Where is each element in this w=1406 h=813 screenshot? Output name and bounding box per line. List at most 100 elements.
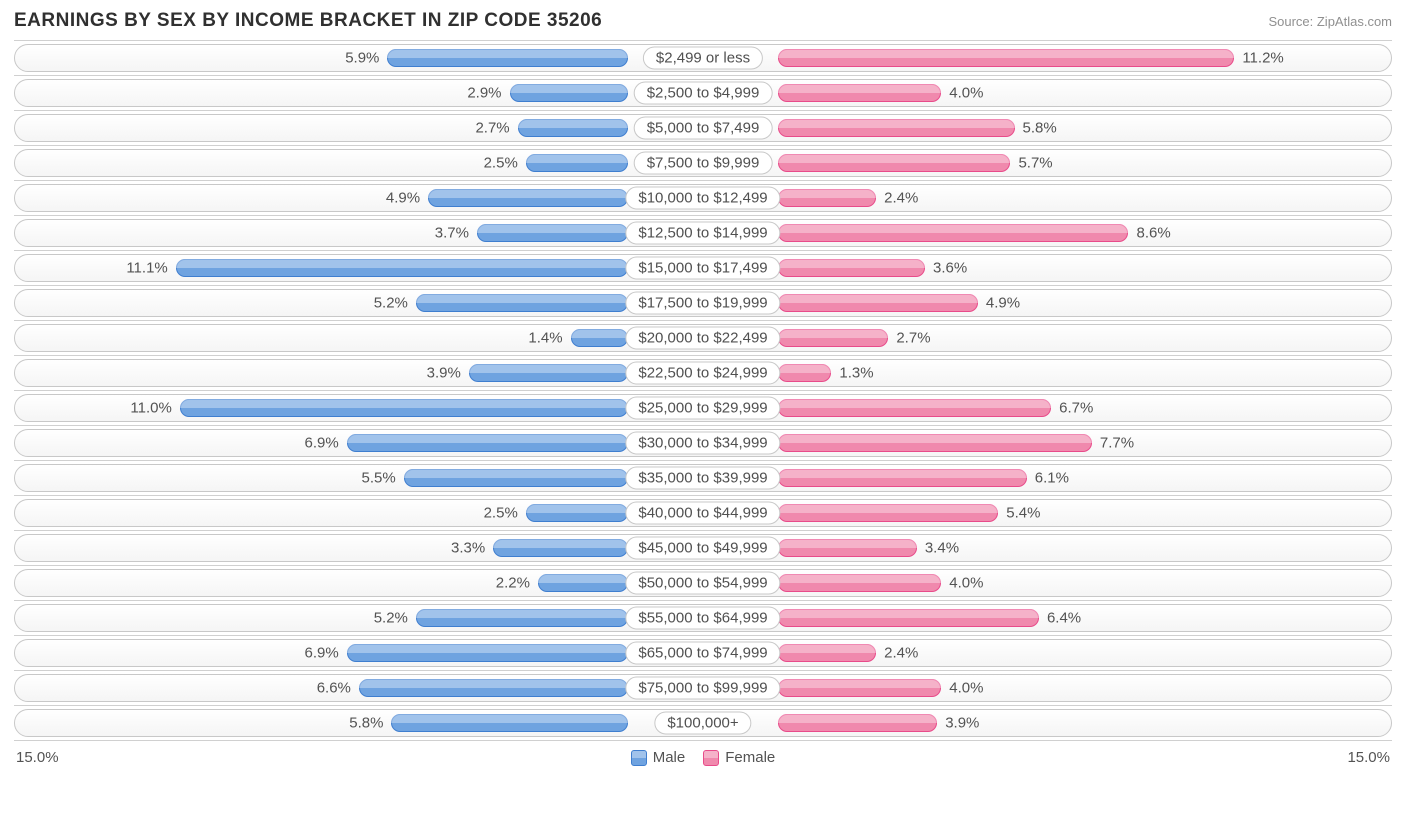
bar-male xyxy=(477,224,628,242)
bar-male xyxy=(416,294,628,312)
category-label: $75,000 to $99,999 xyxy=(625,677,780,700)
legend-item-female: Female xyxy=(703,749,775,766)
chart-row: 5.5%6.1%$35,000 to $39,999 xyxy=(14,461,1392,496)
value-male: 11.0% xyxy=(130,400,171,417)
bar-male xyxy=(526,154,628,172)
value-male: 3.3% xyxy=(451,540,485,557)
row-track: 11.0%6.7%$25,000 to $29,999 xyxy=(14,394,1392,422)
bar-female xyxy=(778,294,977,312)
bar-male xyxy=(518,119,628,137)
value-male: 6.9% xyxy=(305,435,339,452)
chart-row: 6.9% 7.7% $30,000 to $34,999 xyxy=(14,426,1392,461)
bar-female xyxy=(778,84,941,102)
bar-male xyxy=(404,469,628,487)
legend-label-male: Male xyxy=(653,749,686,766)
row-track: 3.3%3.4%$45,000 to $49,999 xyxy=(14,534,1392,562)
value-female: 4.0% xyxy=(949,85,983,102)
bar-female xyxy=(778,539,916,557)
bar-male xyxy=(347,644,628,662)
chart-row: 2.5% 5.4% $40,000 to $44,999 xyxy=(14,496,1392,531)
value-male: 3.7% xyxy=(435,225,469,242)
value-female: 3.4% xyxy=(925,540,959,557)
chart-row: 11.1%3.6%$15,000 to $17,499 xyxy=(14,251,1392,286)
value-female: 1.3% xyxy=(839,365,873,382)
row-track: 2.2%4.0%$50,000 to $54,999 xyxy=(14,569,1392,597)
value-male: 2.7% xyxy=(475,120,509,137)
chart-row: 3.3%3.4%$45,000 to $49,999 xyxy=(14,531,1392,566)
row-track: 1.4%2.7%$20,000 to $22,499 xyxy=(14,324,1392,352)
category-label: $100,000+ xyxy=(654,712,751,735)
bar-male xyxy=(538,574,628,592)
value-female: 5.8% xyxy=(1023,120,1057,137)
category-label: $20,000 to $22,499 xyxy=(625,327,780,350)
bar-female xyxy=(778,189,876,207)
chart-row: 1.4%2.7%$20,000 to $22,499 xyxy=(14,321,1392,356)
chart-row: 2.7%5.8%$5,000 to $7,499 xyxy=(14,111,1392,146)
bar-female xyxy=(778,609,1038,627)
row-track: 5.2%4.9%$17,500 to $19,999 xyxy=(14,289,1392,317)
row-track: 2.9%4.0%$2,500 to $4,999 xyxy=(14,79,1392,107)
row-track: 5.2%6.4%$55,000 to $64,999 xyxy=(14,604,1392,632)
value-female: 2.4% xyxy=(884,645,918,662)
bar-female xyxy=(778,714,937,732)
value-female: 11.2% xyxy=(1242,50,1283,67)
value-male: 2.5% xyxy=(484,505,518,522)
chart-row: 5.8%3.9%$100,000+ xyxy=(14,706,1392,741)
chart-container: EARNINGS BY SEX BY INCOME BRACKET IN ZIP… xyxy=(0,0,1406,776)
category-label: $17,500 to $19,999 xyxy=(625,292,780,315)
chart-row: 3.9%1.3%$22,500 to $24,999 xyxy=(14,356,1392,391)
legend-label-female: Female xyxy=(725,749,775,766)
row-track: 5.5%6.1%$35,000 to $39,999 xyxy=(14,464,1392,492)
axis-max-right: 15.0% xyxy=(1347,749,1390,766)
bar-male xyxy=(416,609,628,627)
value-male: 5.2% xyxy=(374,295,408,312)
chart-row: 5.2%4.9%$17,500 to $19,999 xyxy=(14,286,1392,321)
bar-male xyxy=(571,329,628,347)
bar-male xyxy=(428,189,627,207)
category-label: $2,499 or less xyxy=(643,47,763,70)
value-male: 2.9% xyxy=(467,85,501,102)
bar-male xyxy=(387,49,627,67)
legend-swatch-female xyxy=(703,750,719,766)
category-label: $7,500 to $9,999 xyxy=(634,152,773,175)
bar-female xyxy=(778,399,1051,417)
row-track: 6.9% 7.7% $30,000 to $34,999 xyxy=(14,429,1392,457)
value-male: 6.9% xyxy=(305,645,339,662)
category-label: $50,000 to $54,999 xyxy=(625,572,780,595)
bar-female xyxy=(778,259,925,277)
value-female: 2.7% xyxy=(896,330,930,347)
chart-row: 3.7%8.6%$12,500 to $14,999 xyxy=(14,216,1392,251)
value-male: 5.5% xyxy=(361,470,395,487)
row-track: 5.8%3.9%$100,000+ xyxy=(14,709,1392,737)
chart-row: 2.9%4.0%$2,500 to $4,999 xyxy=(14,76,1392,111)
bar-female xyxy=(778,679,941,697)
chart-row: 2.5%5.7%$7,500 to $9,999 xyxy=(14,146,1392,181)
value-female: 3.6% xyxy=(933,260,967,277)
value-female: 2.4% xyxy=(884,190,918,207)
row-track: 2.5%5.7%$7,500 to $9,999 xyxy=(14,149,1392,177)
axis-max-left: 15.0% xyxy=(16,749,59,766)
category-label: $65,000 to $74,999 xyxy=(625,642,780,665)
chart-header: EARNINGS BY SEX BY INCOME BRACKET IN ZIP… xyxy=(14,10,1392,32)
legend-item-male: Male xyxy=(631,749,686,766)
bar-male xyxy=(347,434,628,452)
category-label: $30,000 to $34,999 xyxy=(625,432,780,455)
chart-row: 6.6%4.0%$75,000 to $99,999 xyxy=(14,671,1392,706)
bar-male xyxy=(176,259,628,277)
bar-male xyxy=(391,714,627,732)
bar-female xyxy=(778,574,941,592)
category-label: $40,000 to $44,999 xyxy=(625,502,780,525)
bar-male xyxy=(469,364,628,382)
value-male: 2.2% xyxy=(496,575,530,592)
bar-female xyxy=(778,434,1091,452)
legend: Male Female xyxy=(631,749,776,766)
bar-male xyxy=(510,84,628,102)
bar-female xyxy=(778,329,888,347)
row-track: 2.7%5.8%$5,000 to $7,499 xyxy=(14,114,1392,142)
chart-source: Source: ZipAtlas.com xyxy=(1268,14,1392,29)
bar-female xyxy=(778,119,1014,137)
value-female: 5.4% xyxy=(1006,505,1040,522)
bar-male xyxy=(180,399,628,417)
value-female: 7.7% xyxy=(1100,435,1134,452)
bar-male xyxy=(359,679,628,697)
